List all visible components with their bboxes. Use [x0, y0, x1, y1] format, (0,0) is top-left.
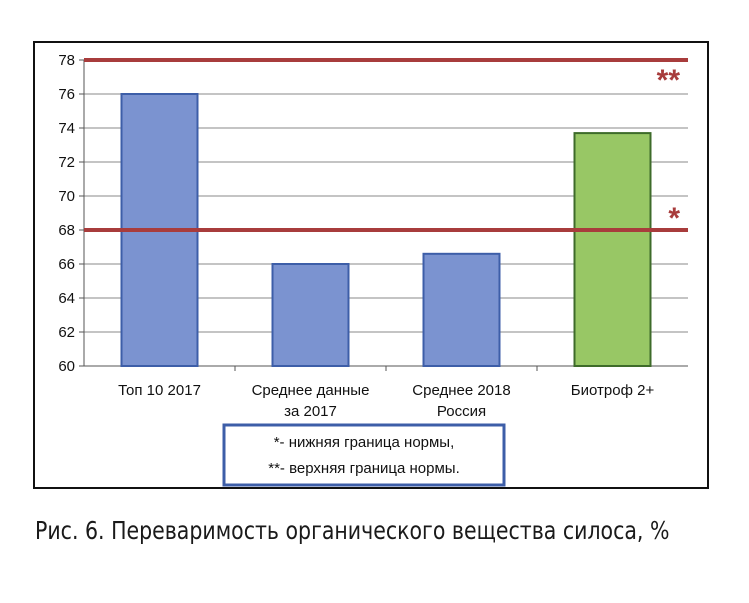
bar-chart: 60 62 64 66 68 70 72 74 76 78 Топ 10 2017 Среднее д… [58, 52, 688, 487]
x-tick-label: Россия [437, 403, 486, 420]
y-tick-label: 62 [58, 324, 75, 341]
y-tick-label: 74 [58, 120, 75, 137]
note-text: **- верхняя граница нормы. [268, 460, 460, 477]
y-tick-label: 66 [58, 256, 75, 273]
x-tick-label: Среднее 2018 [412, 382, 510, 399]
reference-marker: * [668, 202, 680, 235]
y-tick-label: 68 [58, 222, 75, 239]
figure-caption: Рис. 6. Переваримость органического веще… [35, 516, 670, 545]
chart-frame: 60 62 64 66 68 70 72 74 76 78 Топ 10 2017 Среднее д… [33, 41, 709, 489]
x-tick-label: за 2017 [284, 403, 337, 420]
bar-2 [271, 263, 350, 367]
bar-3 [422, 252, 501, 367]
y-tick-label: 76 [58, 86, 75, 103]
notes-box [222, 423, 506, 487]
y-tick-label: 70 [58, 188, 75, 205]
y-tick-label: 60 [58, 358, 75, 375]
y-tick-label: 64 [58, 290, 75, 307]
reference-marker: ** [657, 64, 681, 97]
note-text: *- нижняя граница нормы, [274, 434, 455, 451]
x-tick-label: Биотроф 2+ [571, 382, 655, 399]
y-tick-label: 78 [58, 52, 75, 69]
x-tick-label: Среднее данные [252, 382, 370, 399]
y-tick-label: 72 [58, 154, 75, 171]
x-tick-label: Топ 10 2017 [118, 382, 201, 399]
bar-4 [573, 132, 652, 367]
